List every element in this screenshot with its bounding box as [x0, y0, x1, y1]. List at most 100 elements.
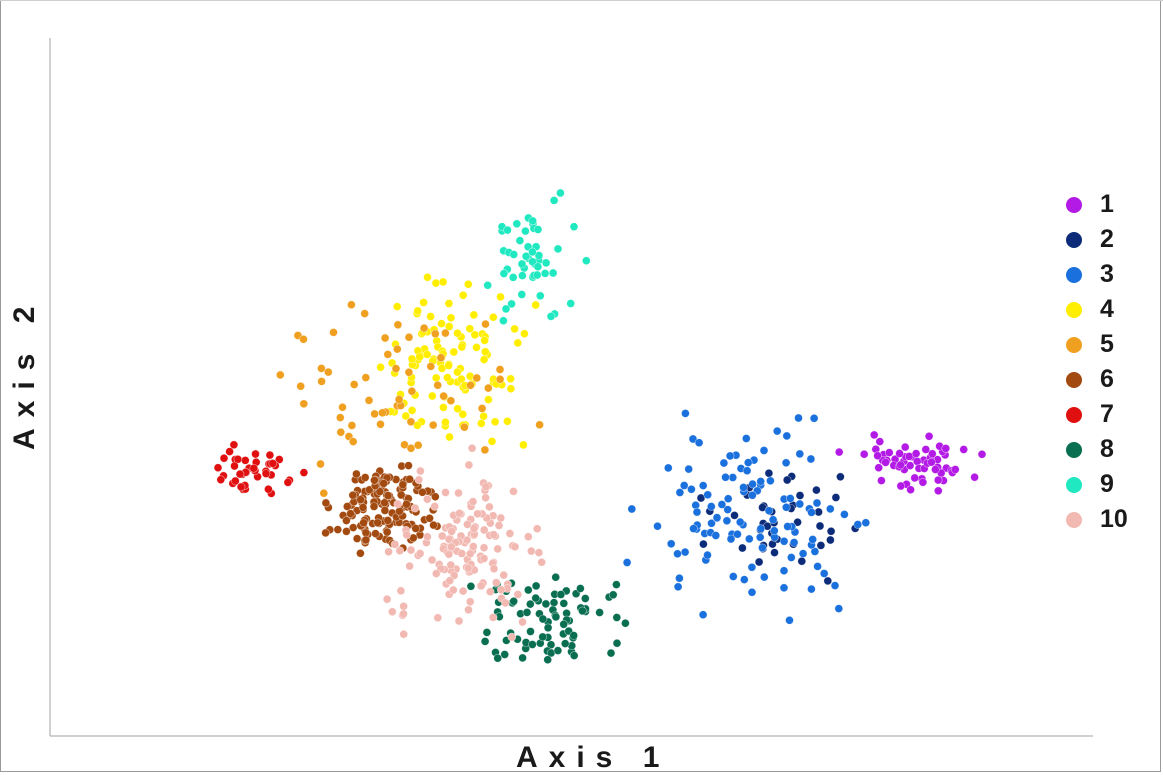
- point-cluster-3: [795, 499, 805, 509]
- point-cluster-9: [512, 219, 522, 229]
- point-cluster-3: [742, 466, 752, 476]
- point-cluster-3: [813, 562, 822, 571]
- point-cluster-5: [370, 409, 379, 419]
- point-cluster-9: [556, 188, 565, 198]
- point-cluster-8: [612, 613, 622, 622]
- point-cluster-3: [819, 569, 829, 578]
- point-cluster-9: [533, 225, 543, 234]
- point-cluster-4: [487, 437, 497, 446]
- point-cluster-10: [416, 466, 425, 476]
- point-cluster-5: [406, 443, 416, 453]
- point-cluster-3: [785, 615, 794, 625]
- point-cluster-9: [509, 250, 519, 259]
- point-cluster-3: [698, 610, 708, 620]
- frame-top-edge: [0, 0, 1163, 1]
- point-cluster-7: [213, 463, 223, 473]
- point-cluster-7: [219, 453, 229, 463]
- point-cluster-8: [538, 614, 548, 624]
- point-cluster-3: [755, 532, 765, 542]
- point-cluster-1: [921, 445, 931, 454]
- point-cluster-2: [814, 507, 823, 517]
- point-cluster-6: [373, 518, 382, 528]
- point-cluster-9: [549, 196, 559, 205]
- point-cluster-6: [395, 506, 404, 516]
- point-cluster-5: [380, 333, 390, 343]
- point-cluster-3: [684, 464, 694, 474]
- point-cluster-4: [437, 319, 446, 328]
- point-cluster-6: [380, 506, 390, 515]
- point-cluster-8: [526, 627, 535, 636]
- point-cluster-10: [468, 542, 478, 551]
- point-cluster-3: [748, 490, 757, 500]
- point-cluster-3: [622, 558, 632, 567]
- point-cluster-4: [376, 362, 385, 372]
- legend-label: 1: [1100, 190, 1114, 218]
- point-cluster-4: [427, 391, 437, 401]
- point-cluster-5: [439, 391, 448, 401]
- point-cluster-5: [483, 383, 493, 393]
- point-cluster-6: [361, 528, 371, 538]
- point-cluster-4: [472, 343, 481, 352]
- point-cluster-10: [382, 594, 392, 604]
- point-cluster-10: [444, 549, 454, 559]
- point-cluster-1: [877, 476, 886, 485]
- point-cluster-3: [723, 505, 733, 514]
- point-cluster-7: [283, 478, 293, 487]
- point-cluster-8: [531, 593, 541, 603]
- point-cluster-7: [216, 475, 226, 485]
- point-cluster-9: [483, 280, 493, 290]
- point-cluster-3: [673, 549, 682, 559]
- point-cluster-6: [352, 469, 361, 479]
- legend-label: 7: [1100, 400, 1114, 428]
- point-cluster-4: [444, 322, 454, 331]
- point-cluster-4: [431, 373, 441, 383]
- legend-label: 8: [1100, 435, 1114, 463]
- point-cluster-2: [815, 521, 825, 531]
- point-cluster-3: [743, 458, 753, 467]
- point-cluster-3: [772, 426, 782, 436]
- point-cluster-4: [513, 338, 523, 348]
- point-cluster-4: [438, 277, 448, 287]
- point-cluster-1: [959, 445, 969, 454]
- point-cluster-10: [489, 564, 499, 574]
- point-cluster-2: [816, 541, 826, 550]
- point-cluster-6: [342, 527, 351, 536]
- point-cluster-10: [485, 587, 495, 597]
- point-cluster-10: [534, 548, 544, 557]
- point-cluster-3: [680, 547, 690, 557]
- point-cluster-2: [738, 543, 747, 553]
- point-cluster-5: [335, 413, 345, 422]
- legend-label: 4: [1100, 295, 1114, 323]
- point-cluster-8: [556, 590, 566, 599]
- point-cluster-5: [391, 364, 401, 373]
- point-cluster-4: [441, 417, 450, 427]
- point-cluster-8: [500, 650, 510, 659]
- point-cluster-8: [480, 637, 490, 646]
- point-cluster-6: [398, 480, 408, 490]
- point-cluster-10: [405, 561, 414, 571]
- point-cluster-5: [348, 437, 358, 446]
- point-cluster-10: [387, 607, 397, 617]
- point-cluster-3: [681, 409, 690, 418]
- point-cluster-5: [338, 402, 347, 412]
- point-cluster-2: [812, 485, 821, 495]
- point-cluster-3: [840, 510, 849, 519]
- point-cluster-5: [364, 396, 374, 405]
- point-cluster-3: [739, 575, 749, 584]
- point-cluster-8: [538, 632, 548, 642]
- legend-marker-icon: [1066, 512, 1082, 528]
- point-cluster-6: [342, 516, 351, 525]
- point-cluster-10: [458, 586, 468, 596]
- point-cluster-10: [467, 443, 477, 453]
- point-cluster-10: [399, 601, 408, 611]
- point-cluster-1: [834, 447, 844, 457]
- point-cluster-5: [446, 396, 456, 406]
- point-cluster-8: [569, 631, 579, 640]
- point-cluster-10: [464, 605, 473, 615]
- point-cluster-1: [881, 458, 890, 467]
- point-cluster-6: [425, 513, 434, 523]
- point-cluster-5: [317, 377, 326, 386]
- point-cluster-1: [910, 473, 920, 483]
- point-cluster-9: [566, 299, 576, 308]
- point-cluster-10: [399, 629, 409, 639]
